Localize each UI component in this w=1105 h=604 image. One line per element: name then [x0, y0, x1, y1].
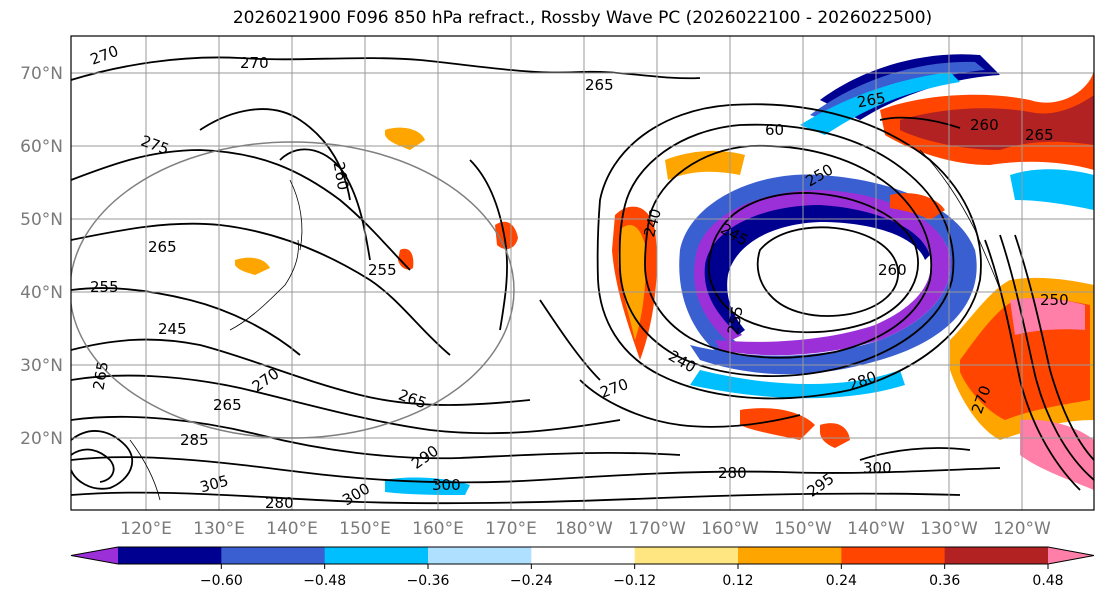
colorbar-segment: [841, 547, 946, 564]
lon-label: 120°E: [120, 519, 172, 539]
coastlines: [129, 149, 1001, 501]
colorbar-segment: [634, 547, 739, 564]
map-frame: [70, 35, 1095, 511]
lat-label-50n: 50°N: [20, 210, 63, 230]
contour-label: 250: [1040, 291, 1069, 309]
contour-label: 270: [240, 54, 269, 72]
contour-label: 60: [765, 121, 784, 139]
colorbar: −0.60 −0.48 −0.36 −0.24 −0.12 0.12 0.24 0.36 0.4…: [70, 546, 1095, 589]
lon-label: 130°E: [193, 519, 245, 539]
lon-label: 150°W: [774, 519, 832, 539]
contour-label: 280: [718, 464, 747, 482]
colorbar-segment: [221, 547, 326, 564]
lat-label-40n: 40°N: [20, 283, 63, 303]
contour-label: 265: [213, 396, 242, 414]
colorbar-segment: [738, 547, 842, 564]
lon-label: 170°W: [628, 519, 686, 539]
contour-label: 260: [970, 116, 999, 134]
lat-label-70n: 70°N: [20, 64, 63, 84]
lon-label: 130°W: [920, 519, 978, 539]
colorbar-tick-label: −0.24: [510, 573, 553, 589]
contour-label: 255: [90, 278, 119, 296]
contour-lines: [71, 56, 1094, 505]
contour-label: 300: [863, 459, 892, 477]
lon-label: 160°E: [412, 519, 464, 539]
chart-title: 2026021900 F096 850 hPa refract., Rossby…: [232, 8, 933, 28]
colorbar-segment: [428, 547, 532, 564]
lon-label: 140°E: [266, 519, 318, 539]
contour-label: 280: [265, 494, 294, 512]
contour-label: 285: [180, 431, 209, 449]
lon-label: 160°W: [701, 519, 759, 539]
colorbar-outline: [70, 546, 1095, 565]
reference-circle: [71, 141, 515, 439]
colorbar-tick-label: 0.12: [722, 573, 753, 589]
colorbar-tick-label: 0.36: [929, 573, 960, 589]
lat-label-30n: 30°N: [20, 356, 63, 376]
lon-label: 140°W: [847, 519, 905, 539]
contour-label: 265: [856, 89, 887, 112]
latitude-labels: 70°N 60°N 50°N 40°N 30°N 20°N: [20, 64, 63, 449]
lat-label-20n: 20°N: [20, 429, 63, 449]
contour-label: 260: [878, 261, 907, 279]
colorbar-tick-label: 0.24: [826, 573, 857, 589]
lon-label: 180°W: [555, 519, 613, 539]
lon-label: 150°E: [339, 519, 391, 539]
colorbar-segment: [118, 547, 222, 564]
lon-label: 170°E: [485, 519, 537, 539]
colorbar-extend-high: [1048, 547, 1094, 564]
graticule: [71, 36, 1094, 510]
colorbar-tick-label: −0.60: [200, 573, 243, 589]
contour-label: 255: [368, 261, 397, 279]
contour-label: 300: [432, 476, 461, 494]
lon-label: 120°W: [993, 519, 1051, 539]
colorbar-tick-label: −0.12: [613, 573, 656, 589]
contour-label: 265: [89, 360, 112, 391]
lat-label-60n: 60°N: [20, 137, 63, 157]
contour-label: 265: [585, 76, 614, 94]
colorbar-segment: [531, 547, 636, 564]
contour-label: 260: [330, 160, 353, 191]
colorbar-segment: [324, 547, 429, 564]
contour-label: 265: [1025, 126, 1054, 144]
colorbar-extend-low: [71, 547, 118, 564]
contour-label: 245: [158, 320, 187, 338]
colorbar-tick-label: −0.48: [303, 573, 346, 589]
longitude-labels: 120°E 130°E 140°E 150°E 160°E 170°E 180°…: [120, 519, 1051, 539]
colorbar-tick-label: −0.36: [407, 573, 450, 589]
colorbar-tick-label: 0.48: [1032, 573, 1063, 589]
contour-label: 265: [148, 238, 177, 256]
colorbar-segment: [944, 547, 1049, 564]
contour-label: 255: [724, 305, 747, 336]
